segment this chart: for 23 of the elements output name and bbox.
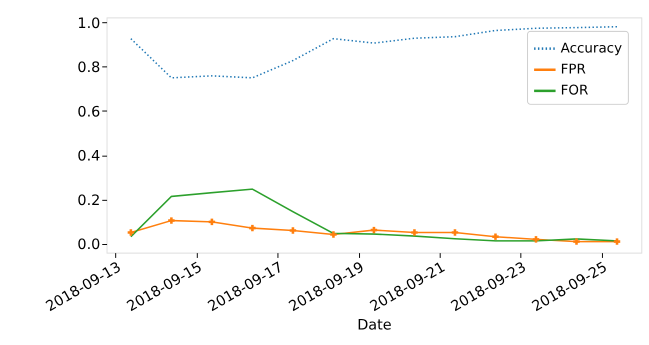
- point: [370, 226, 378, 234]
- point: [452, 229, 458, 236]
- y-tick-label: 0.6: [77, 104, 100, 120]
- y-tick-label: 0.2: [77, 192, 100, 209]
- y-tick-label: 1.0: [77, 16, 100, 32]
- point: [573, 238, 580, 245]
- legend-label: Accuracy: [560, 41, 622, 56]
- y-tick-label: 0.8: [77, 60, 100, 76]
- point: [168, 217, 175, 224]
- y-tick-label: 0.0: [77, 237, 100, 254]
- point: [492, 233, 499, 240]
- point: [249, 224, 256, 232]
- point: [411, 229, 418, 236]
- legend-label: FPR: [560, 62, 586, 78]
- point: [128, 229, 134, 236]
- y-tick-label: 0.4: [77, 148, 100, 165]
- point: [330, 231, 337, 238]
- legend-label: FOR: [560, 84, 588, 99]
- point: [208, 218, 216, 226]
- point: [290, 227, 296, 234]
- point: [532, 236, 540, 243]
- point: [614, 238, 620, 245]
- x-axis-title: Date: [357, 318, 392, 334]
